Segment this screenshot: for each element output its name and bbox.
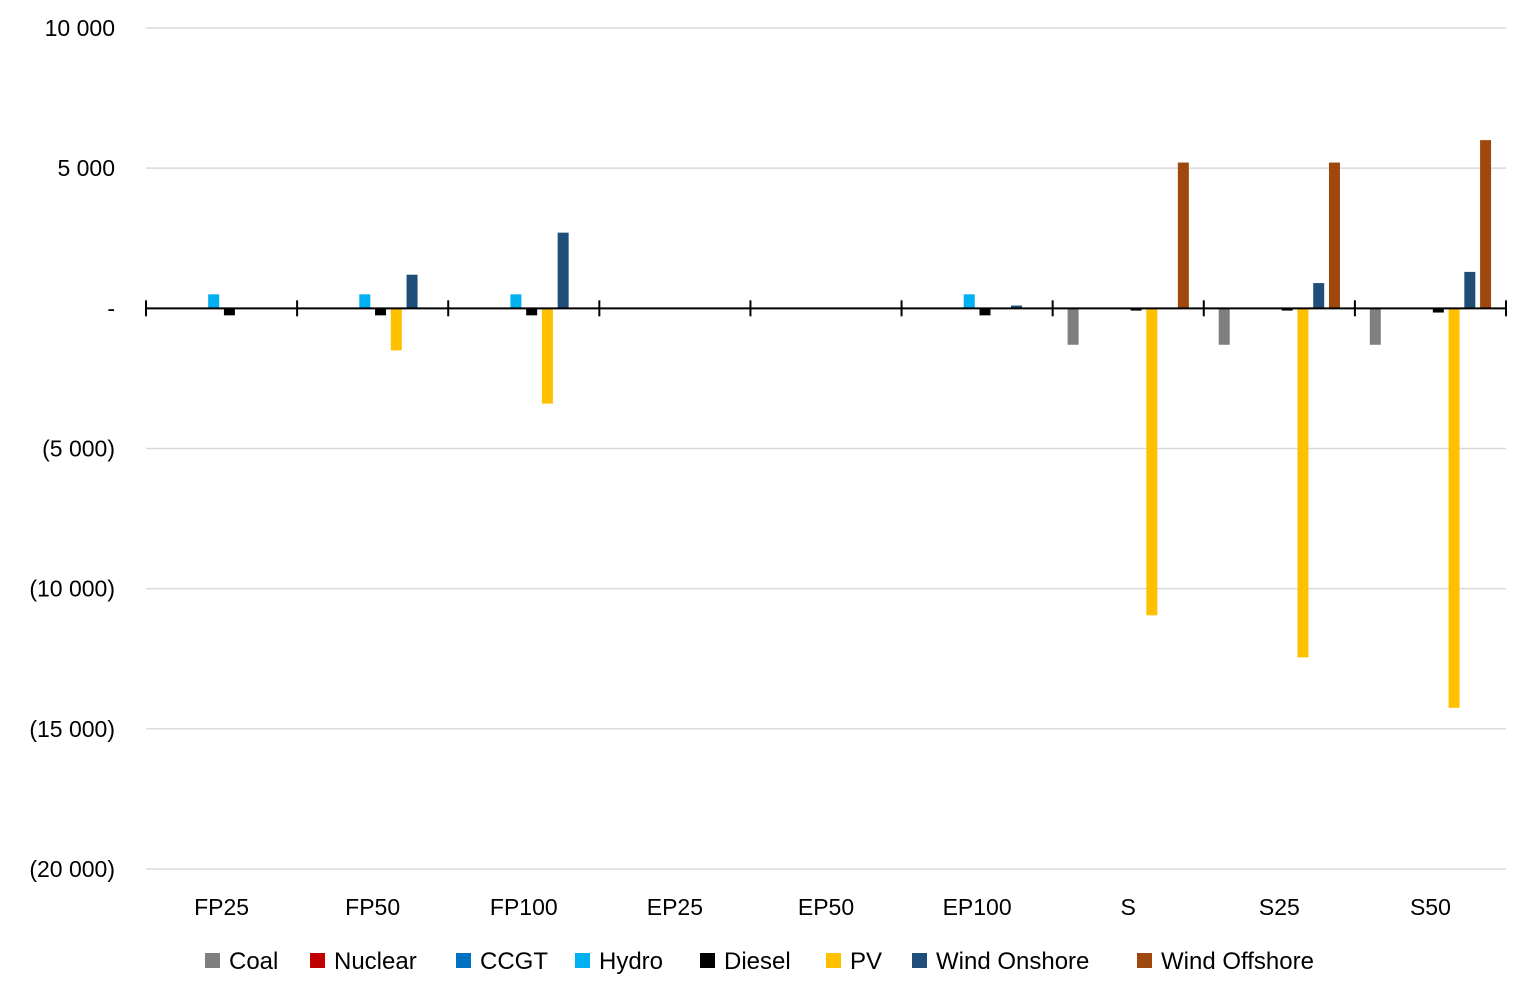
x-tick-label: FP50 [345,894,400,920]
bar [359,294,371,309]
x-axis [145,300,1507,317]
bar [1281,308,1293,311]
legend-label: PV [850,948,882,975]
bar [1432,308,1444,313]
bar [1328,162,1340,309]
legend-swatch [310,953,325,968]
bar [1130,308,1142,311]
y-tick-label: 10 000 [45,15,115,41]
x-tick-label: S25 [1259,894,1300,920]
bar [1010,305,1022,309]
bar [1464,271,1476,309]
bars [208,140,1492,708]
bar [1177,162,1189,309]
bar [375,308,387,316]
legend-swatch [205,953,220,968]
bar [1067,308,1079,345]
legend-label: Diesel [724,948,791,975]
legend-label: CCGT [480,948,548,975]
gridlines [146,27,1506,870]
bar [526,308,538,316]
legend-swatch [912,953,927,968]
x-tick-label: FP25 [194,894,249,920]
legend-swatch [1137,953,1152,968]
x-tick-label: EP25 [647,894,703,920]
legend-swatch [456,953,471,968]
bar [1480,140,1492,309]
bar [557,232,569,309]
bar [979,308,991,316]
legend-label: Coal [229,948,278,975]
y-tick-label: (20 000) [29,856,115,882]
y-tick-label: (5 000) [42,436,115,462]
bar [1369,308,1381,345]
y-tick-label: 5 000 [57,155,115,181]
x-tick-label: EP50 [798,894,854,920]
y-tick-label: - [107,295,115,321]
legend-swatch [575,953,590,968]
bar [406,274,418,309]
bar [1146,308,1158,616]
bar [1297,308,1309,658]
y-axis-tick-labels: 10 000 5 000 - (5 000) (10 000) (15 000) (20 0… [29,15,115,882]
bar [223,308,235,316]
legend-label: Nuclear [334,948,417,975]
legend: Coal Nuclear CCGT Hydro Diesel PV Wind Onshore… [205,948,1314,975]
x-tick-label: EP100 [943,894,1012,920]
x-tick-label: S [1121,894,1136,920]
legend-swatch [700,953,715,968]
bar [1218,308,1230,345]
bar [390,308,402,351]
y-tick-label: (15 000) [29,716,115,742]
legend-label: Hydro [599,948,663,975]
legend-label: Wind Offshore [1161,948,1314,975]
bar [541,308,553,404]
legend-swatch [826,953,841,968]
x-tick-label: FP100 [490,894,558,920]
bar [1448,308,1460,708]
x-tick-label: S50 [1410,894,1451,920]
bar [1313,283,1325,309]
legend-label: Wind Onshore [936,948,1089,975]
bar [208,294,220,309]
x-axis-tick-labels: FP25 FP50 FP100 EP25 EP50 EP100 S S25 S50 [194,894,1451,920]
bar [963,294,975,309]
bar [510,294,522,309]
y-tick-label: (10 000) [29,576,115,602]
